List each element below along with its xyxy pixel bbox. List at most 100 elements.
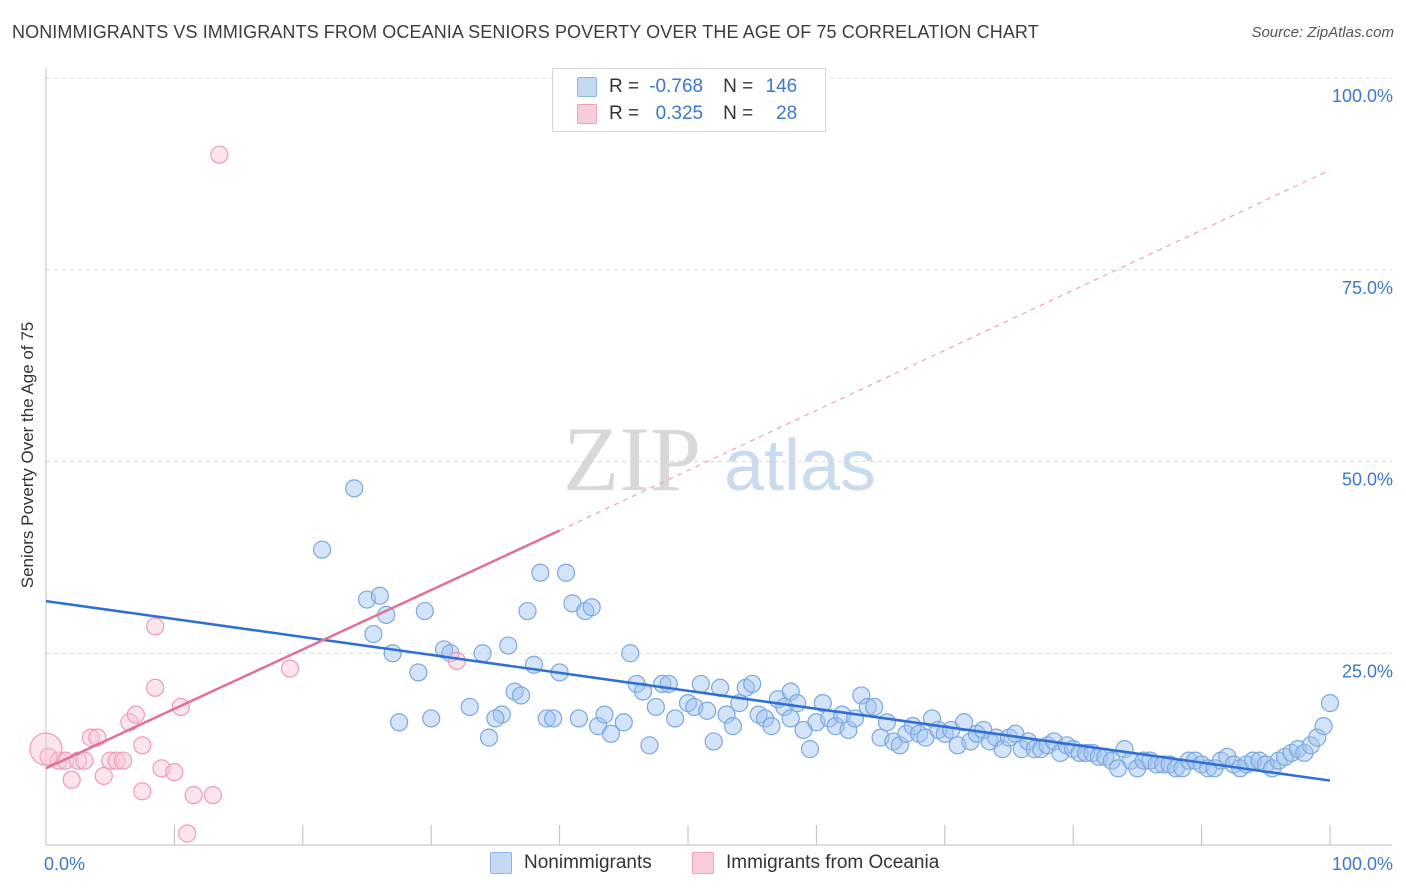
oceania-point: [146, 617, 165, 636]
nonimmigrants-point: [345, 479, 364, 498]
oceania-point: [107, 751, 126, 770]
bottom-legend-label: Immigrants from Oceania: [726, 852, 940, 873]
nonimmigrants-point: [1308, 728, 1327, 747]
nonimmigrants-point: [800, 740, 820, 759]
nonimmigrants-point: [993, 740, 1012, 759]
nonimmigrants-point: [762, 717, 781, 736]
nonimmigrants-point: [486, 709, 505, 728]
nonimmigrants-point: [312, 540, 332, 559]
bottom-legend-label: Nonimmigrants: [524, 852, 652, 873]
oceania-point: [94, 766, 113, 786]
legend-swatch-pink: [577, 104, 597, 124]
y-axis-label: Seniors Poverty Over the Age of 75: [18, 321, 37, 589]
nonimmigrants-point: [890, 736, 909, 755]
oceania-trend-extension: [559, 169, 1331, 532]
nonimmigrants-point: [544, 709, 563, 728]
x-tick-label: 0.0%: [44, 854, 85, 874]
oceania-point: [280, 659, 300, 678]
oceania-point: [203, 786, 223, 805]
nonimmigrants-point: [704, 732, 723, 751]
nonimmigrants-point: [595, 705, 614, 724]
bottom-legend-nonimmigrants: Nonimmigrants: [490, 852, 652, 874]
nonimmigrants-point: [473, 644, 492, 663]
nonimmigrants-point: [409, 663, 428, 682]
nonimmigrants-point: [788, 694, 807, 713]
legend-r-value: -0.768: [649, 76, 704, 97]
nonimmigrants-point: [723, 717, 743, 736]
legend-row-nonimmigrants: R = -0.768 N = 146: [577, 75, 797, 99]
legend-n-value: 146: [765, 76, 798, 97]
oceania-point: [210, 145, 229, 164]
nonimmigrants-point: [582, 598, 601, 617]
nonimmigrants-point: [511, 686, 531, 705]
nonimmigrants-point: [922, 709, 942, 728]
nonimmigrants-point: [518, 601, 537, 621]
watermark-atlas: atlas: [724, 426, 876, 506]
nonimmigrants-point: [479, 728, 499, 747]
nonimmigrants-point: [633, 682, 653, 701]
oceania-point: [126, 705, 145, 724]
nonimmigrants-point: [364, 624, 383, 644]
nonimmigrants-point: [569, 709, 588, 728]
nonimmigrants-point: [717, 705, 736, 724]
nonimmigrants-point: [531, 563, 550, 582]
nonimmigrants-point: [781, 682, 800, 701]
oceania-point: [447, 651, 466, 671]
oceania-point: [146, 678, 165, 697]
grid-lines: [46, 77, 1392, 654]
oceania-point: [178, 824, 197, 843]
nonimmigrants-point: [781, 709, 800, 728]
nonimmigrants-point: [852, 686, 871, 705]
nonimmigrants-point: [698, 701, 717, 720]
nonimmigrants-point: [614, 713, 633, 732]
watermark: ZIP atlas: [563, 408, 876, 510]
oceania-point: [133, 736, 152, 755]
source-label: Source: ZipAtlas.com: [1251, 24, 1394, 41]
bottom-legend-swatch-blue: [490, 852, 512, 874]
correlation-legend: R = -0.768 N = 146 R = 0.325 N = 28: [552, 68, 826, 132]
oceania-point: [62, 770, 81, 789]
legend-r-value: 0.325: [655, 103, 704, 124]
oceania-trend-line: [45, 529, 561, 770]
nonimmigrants-point: [422, 709, 441, 728]
legend-n-value: 28: [776, 103, 798, 124]
nonimmigrants-point: [640, 736, 659, 755]
nonimmigrants-point: [621, 644, 640, 663]
nonimmigrants-point: [390, 713, 409, 732]
legend-row-oceania: R = 0.325 N = 28: [577, 102, 797, 126]
nonimmigrants-point: [383, 644, 402, 663]
oceania-point: [184, 786, 203, 805]
nonimmigrants-point: [954, 713, 974, 732]
series-oceania-points: [29, 145, 466, 843]
legend-swatch-blue: [577, 77, 597, 97]
oceania-point: [113, 751, 133, 770]
legend-r-label: R =: [609, 76, 640, 97]
oceania-point: [165, 763, 184, 782]
oceania-point: [133, 782, 152, 801]
trend-lines: [45, 169, 1331, 782]
nonimmigrants-point: [415, 601, 434, 621]
series-nonimmigrants-points: [312, 479, 1340, 778]
legend-n-label: N =: [723, 76, 754, 97]
y-tick-label: 50.0%: [1342, 470, 1393, 490]
bottom-legend-oceania: Immigrants from Oceania: [692, 852, 939, 874]
oceania-point: [29, 732, 63, 766]
nonimmigrants-point: [666, 709, 685, 728]
nonimmigrants-point: [877, 713, 897, 732]
y-tick-label: 100.0%: [1332, 86, 1393, 106]
nonimmigrants-trend-line: [45, 599, 1331, 782]
x-tick-label: 100.0%: [1332, 854, 1393, 874]
nonimmigrants-point: [601, 724, 621, 743]
bottom-legend-swatch-pink: [692, 852, 714, 874]
nonimmigrants-point: [743, 674, 762, 694]
y-tick-label: 25.0%: [1342, 661, 1393, 681]
nonimmigrants-point: [556, 563, 576, 582]
watermark-zip: ZIP: [563, 408, 701, 510]
nonimmigrants-point: [499, 636, 518, 655]
nonimmigrants-point: [865, 697, 884, 717]
legend-r-label: R =: [609, 103, 640, 124]
nonimmigrants-point: [839, 720, 858, 740]
oceania-point: [101, 751, 120, 770]
tick-labels: 25.0% 50.0% 75.0% 100.0% 0.0% 100.0%: [44, 86, 1393, 874]
